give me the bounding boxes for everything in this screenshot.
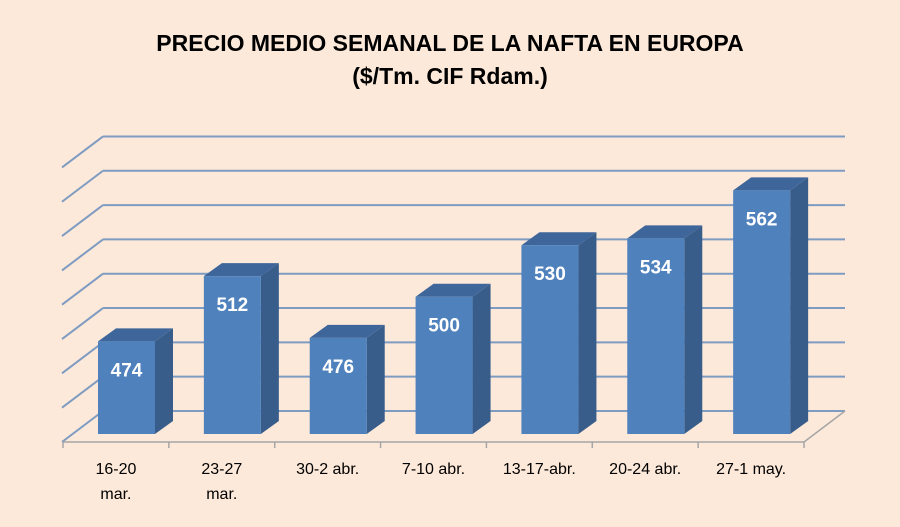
x-tick-label: 7-10 abr. [402, 461, 465, 478]
bar-side [260, 263, 279, 434]
gridline-side [61, 375, 104, 409]
gridline-side [61, 341, 104, 375]
data-label: 476 [322, 357, 354, 378]
gridline-side [61, 238, 104, 272]
x-tick-label: 13-17-abr. [503, 461, 576, 478]
x-tick-label: 16-20 [95, 461, 136, 478]
gridline-side [61, 272, 104, 306]
bar [415, 296, 473, 434]
bar-top [98, 328, 173, 342]
data-label: 474 [111, 360, 143, 381]
data-label: 562 [746, 209, 778, 230]
gridline-side [61, 307, 104, 340]
bar-side [684, 225, 703, 434]
floor-edge [803, 410, 846, 443]
x-tick-label: 27-1 may. [716, 461, 786, 478]
chart-title: PRECIO MEDIO SEMANAL DE LA NAFTA EN EURO… [156, 30, 744, 56]
bar-side [155, 328, 173, 434]
gridline-side [61, 169, 104, 203]
bar-side [366, 324, 385, 434]
chart-subtitle: ($/Tm. CIF Rdam.) [352, 63, 548, 89]
bar-top [203, 263, 279, 277]
bar [733, 190, 791, 434]
x-tick-label: 30-2 abr. [296, 461, 359, 478]
bar-side [472, 283, 491, 434]
bar [627, 238, 685, 434]
bar [309, 337, 367, 434]
bar-top [521, 232, 597, 246]
x-tick-label: 20-24 abr. [609, 461, 681, 478]
x-tick-label: mar. [100, 486, 131, 503]
data-label: 534 [640, 257, 672, 278]
bar-side [578, 232, 597, 434]
bar-top [309, 324, 385, 338]
bar-top [733, 177, 809, 191]
bar [98, 341, 155, 434]
data-label: 512 [217, 295, 249, 316]
bar-top [627, 225, 703, 239]
bar-side [790, 177, 809, 434]
bar [521, 245, 579, 434]
data-label: 530 [534, 264, 566, 285]
data-label: 500 [428, 316, 460, 337]
gridline-side [61, 410, 104, 443]
x-tick-label: 23-27 [201, 461, 242, 478]
bar [203, 276, 261, 434]
x-tick-label: mar. [206, 486, 237, 503]
bar-top [415, 283, 491, 297]
gridline-side [61, 204, 104, 237]
gridline-side [61, 135, 104, 169]
